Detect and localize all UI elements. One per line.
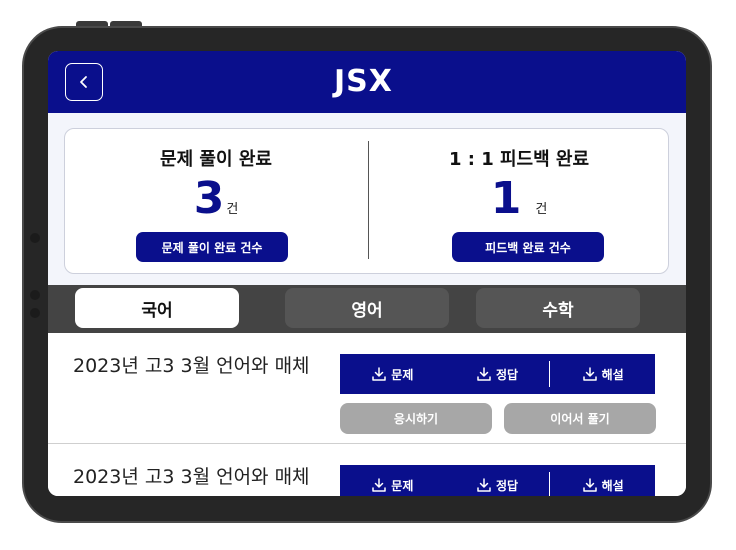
app-logo: JSX [334, 64, 393, 99]
solved-count-unit: 건 [226, 202, 239, 217]
solved-count-button[interactable]: 문제 풀이 완료 건수 [136, 232, 288, 262]
device-top-button-right [110, 21, 142, 27]
tab-korean[interactable]: 국어 [75, 288, 239, 328]
download-explanation-button[interactable]: 해설 [549, 361, 655, 387]
solved-count-number: 3 [193, 173, 225, 224]
download-icon [582, 478, 597, 492]
tab-math[interactable]: 수학 [476, 288, 640, 328]
device-side-dot [30, 233, 40, 243]
download-icon [372, 367, 387, 381]
take-exam-button[interactable]: 응시하기 [340, 403, 492, 434]
device-side-dot [30, 290, 40, 300]
download-answer-button[interactable]: 정답 [445, 465, 550, 496]
device-top-button-left [76, 21, 108, 27]
download-bar: 문제 정답 해설 [340, 354, 655, 394]
download-answer-button[interactable]: 정답 [445, 354, 550, 394]
list-item: 2023년 고3 3월 언어와 매체 문제 정답 해설 [48, 444, 686, 496]
feedback-count-number: 1 [490, 173, 522, 224]
download-icon [477, 478, 491, 492]
download-question-label: 문제 [391, 367, 414, 382]
tab-english[interactable]: 영어 [285, 288, 449, 328]
continue-button[interactable]: 이어서 풀기 [504, 403, 656, 434]
download-explanation-label: 해설 [601, 367, 624, 382]
download-explanation-button[interactable]: 해설 [549, 472, 655, 496]
download-answer-label: 정답 [495, 478, 519, 493]
feedback-count-unit: 건 [535, 202, 548, 217]
summary-divider [368, 141, 369, 259]
solved-title: 문제 풀이 완료 [160, 149, 272, 170]
feedback-title: 1 : 1 피드백 완료 [448, 149, 590, 170]
download-question-button[interactable]: 문제 [340, 354, 445, 394]
download-question-button[interactable]: 문제 [340, 465, 445, 496]
download-explanation-label: 해설 [601, 478, 624, 493]
exam-title: 2023년 고3 3월 언어와 매체 [73, 466, 310, 488]
row-divider [48, 443, 686, 444]
list-item: 2023년 고3 3월 언어와 매체 문제 정답 해설 응시하기 이어서 풀기 [48, 333, 686, 443]
exam-title: 2023년 고3 3월 언어와 매체 [73, 355, 310, 377]
download-icon [477, 367, 491, 381]
download-bar: 문제 정답 해설 [340, 465, 655, 496]
device-side-dot [30, 308, 40, 318]
feedback-count-button[interactable]: 피드백 완료 건수 [452, 232, 604, 262]
download-question-label: 문제 [391, 478, 414, 493]
download-icon [372, 478, 387, 492]
chevron-left-icon [80, 76, 87, 88]
app-header: JSX [48, 51, 686, 113]
download-answer-label: 정답 [495, 367, 519, 382]
subject-tabs: 국어 영어 수학 [48, 285, 686, 333]
back-button[interactable] [65, 63, 103, 101]
download-icon [582, 367, 597, 381]
